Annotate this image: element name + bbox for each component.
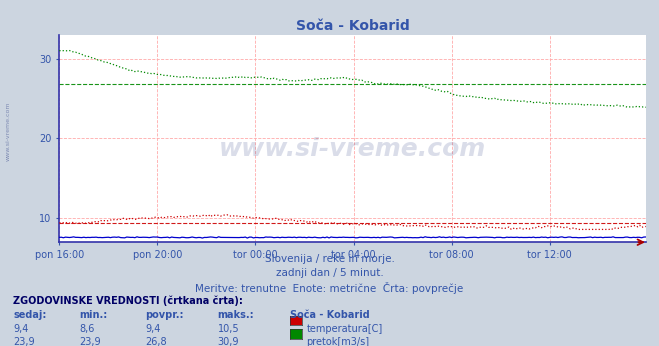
Text: povpr.:: povpr.: <box>145 310 183 320</box>
Text: www.si-vreme.com: www.si-vreme.com <box>5 102 11 161</box>
Text: pretok[m3/s]: pretok[m3/s] <box>306 337 370 346</box>
Text: 10,5: 10,5 <box>217 324 239 334</box>
Text: zadnji dan / 5 minut.: zadnji dan / 5 minut. <box>275 268 384 278</box>
Text: ZGODOVINSKE VREDNOSTI (črtkana črta):: ZGODOVINSKE VREDNOSTI (črtkana črta): <box>13 296 243 306</box>
Text: 23,9: 23,9 <box>79 337 101 346</box>
Text: min.:: min.: <box>79 310 107 320</box>
Text: 30,9: 30,9 <box>217 337 239 346</box>
Text: temperatura[C]: temperatura[C] <box>306 324 383 334</box>
Text: 9,4: 9,4 <box>145 324 160 334</box>
Text: 26,8: 26,8 <box>145 337 167 346</box>
Text: 9,4: 9,4 <box>13 324 28 334</box>
Text: sedaj:: sedaj: <box>13 310 47 320</box>
Text: maks.:: maks.: <box>217 310 254 320</box>
Text: Meritve: trenutne  Enote: metrične  Črta: povprečje: Meritve: trenutne Enote: metrične Črta: … <box>195 282 464 294</box>
Text: 23,9: 23,9 <box>13 337 35 346</box>
Title: Soča - Kobarid: Soča - Kobarid <box>296 19 409 34</box>
Text: www.si-vreme.com: www.si-vreme.com <box>219 137 486 161</box>
Text: Soča - Kobarid: Soča - Kobarid <box>290 310 370 320</box>
Text: 8,6: 8,6 <box>79 324 94 334</box>
Text: Slovenija / reke in morje.: Slovenija / reke in morje. <box>264 254 395 264</box>
